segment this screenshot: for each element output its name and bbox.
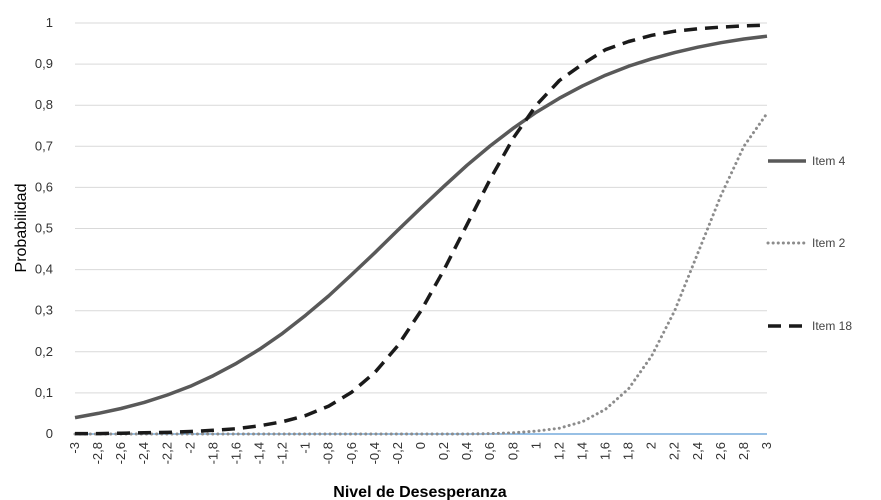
legend-item: Item 2 [766,236,846,250]
x-tick-label: -1,4 [252,442,267,464]
x-tick-label: 1,8 [621,442,636,460]
legend-label: Item 18 [812,319,852,333]
series-line-item-4 [74,34,768,420]
y-tick-label: 0,1 [35,385,53,400]
x-tick-label: 3 [759,442,774,449]
x-tick-label: -2,4 [136,442,151,464]
x-tick-label: 2,2 [667,442,682,460]
series-line-item-2 [73,111,769,436]
x-tick-label: 2 [644,442,659,449]
series-line-item-18 [75,23,768,436]
x-axis-title: Nivel de Desesperanza [333,484,507,500]
x-tick-label: -0,2 [390,442,405,464]
x-tick-label: -0,8 [321,442,336,464]
x-tick-label: -1,6 [228,442,243,464]
x-tick-label: 1 [528,442,543,449]
legend-label: Item 2 [812,236,846,250]
x-tick-label: -3 [67,442,82,454]
y-tick-label: 0,6 [35,179,53,194]
y-tick-label: 1 [46,15,53,30]
y-tick-label: 0,8 [35,97,53,112]
x-tick-label: 2,8 [736,442,751,460]
x-tick-label: -0,4 [367,442,382,464]
legend-item: Item 18 [768,319,852,333]
x-tick-label: 0 [413,442,428,449]
y-tick-label: 0,7 [35,138,53,153]
x-tick-label: 1,4 [574,442,589,460]
y-tick-label: 0,5 [35,221,53,236]
x-tick-label: -0,6 [344,442,359,464]
y-axis-title: Probabilidad [13,184,30,273]
y-axis-ticks: 0 0,1 0,2 0,3 0,4 0,5 0,6 0,7 0,8 0,9 1 [35,15,53,441]
x-tick-label: 0,6 [482,442,497,460]
x-tick-label: 1,2 [551,442,566,460]
x-tick-label: 2,4 [690,442,705,460]
x-tick-label: 2,6 [713,442,728,460]
y-tick-label: 0,3 [35,303,53,318]
x-tick-label: 0,2 [436,442,451,460]
x-tick-label: -1 [298,442,313,454]
y-tick-label: 0,9 [35,56,53,71]
legend: Item 4 Item 2 Item 18 [766,154,852,333]
x-tick-label: -1,2 [275,442,290,464]
y-tick-label: 0,2 [35,344,53,359]
legend-item: Item 4 [768,154,846,168]
x-tick-label: 1,6 [598,442,613,460]
x-tick-label: 0,4 [459,442,474,460]
gridlines [75,22,767,435]
x-tick-label: -2,6 [113,442,128,464]
y-tick-label: 0,4 [35,262,53,277]
x-tick-label: -1,8 [205,442,220,464]
x-tick-label: 0,8 [505,442,520,460]
x-tick-label: -2 [182,442,197,454]
x-tick-label: -2,2 [159,442,174,464]
legend-label: Item 4 [812,154,846,168]
series-lines [73,23,769,436]
x-axis-ticks: -3 -2,8 -2,6 -2,4 -2,2 -2 -1,8 -1,6 -1,4 -1,2 -1 -0… [67,442,774,464]
x-tick-label: -2,8 [90,442,105,464]
y-tick-label: 0 [46,426,53,441]
